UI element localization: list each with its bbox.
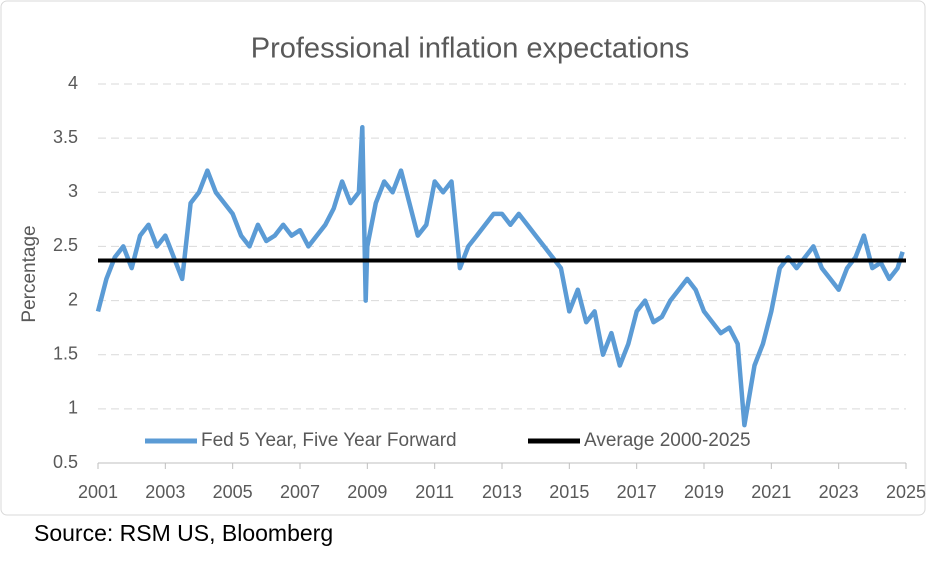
x-tick-label: 2003 bbox=[145, 482, 185, 502]
x-tick-label: 2017 bbox=[617, 482, 657, 502]
y-tick-label: 3.5 bbox=[53, 127, 78, 147]
y-tick-label: 1.5 bbox=[53, 343, 78, 363]
x-tick-label: 2001 bbox=[78, 482, 118, 502]
legend-label: Average 2000-2025 bbox=[584, 430, 751, 451]
x-tick-label: 2021 bbox=[751, 482, 791, 502]
legend-label: Fed 5 Year, Five Year Forward bbox=[201, 430, 457, 451]
source-note: Source: RSM US, Bloomberg bbox=[34, 520, 333, 546]
y-tick-label: 0.5 bbox=[53, 452, 78, 472]
line-series bbox=[95, 125, 905, 428]
y-tick-label: 3 bbox=[68, 181, 78, 201]
x-tick-label: 2009 bbox=[347, 482, 387, 502]
x-tick-label: 2013 bbox=[482, 482, 522, 502]
x-tick-label: 2019 bbox=[684, 482, 724, 502]
x-tick-label: 2015 bbox=[549, 482, 589, 502]
x-tick-label: 2007 bbox=[280, 482, 320, 502]
y-tick-label: 4 bbox=[68, 73, 78, 93]
x-tick-label: 2005 bbox=[213, 482, 253, 502]
x-tick-label: 2011 bbox=[415, 482, 454, 502]
y-axis-label: Percentage bbox=[19, 225, 40, 322]
y-tick-label: 1 bbox=[68, 398, 78, 418]
x-tick-label: 2025 bbox=[886, 482, 926, 502]
chart-title: Professional inflation expectations bbox=[251, 33, 689, 65]
y-tick-label: 2 bbox=[68, 289, 78, 309]
y-tick-label: 2.5 bbox=[53, 235, 78, 255]
x-tick-label: 2023 bbox=[819, 482, 859, 502]
